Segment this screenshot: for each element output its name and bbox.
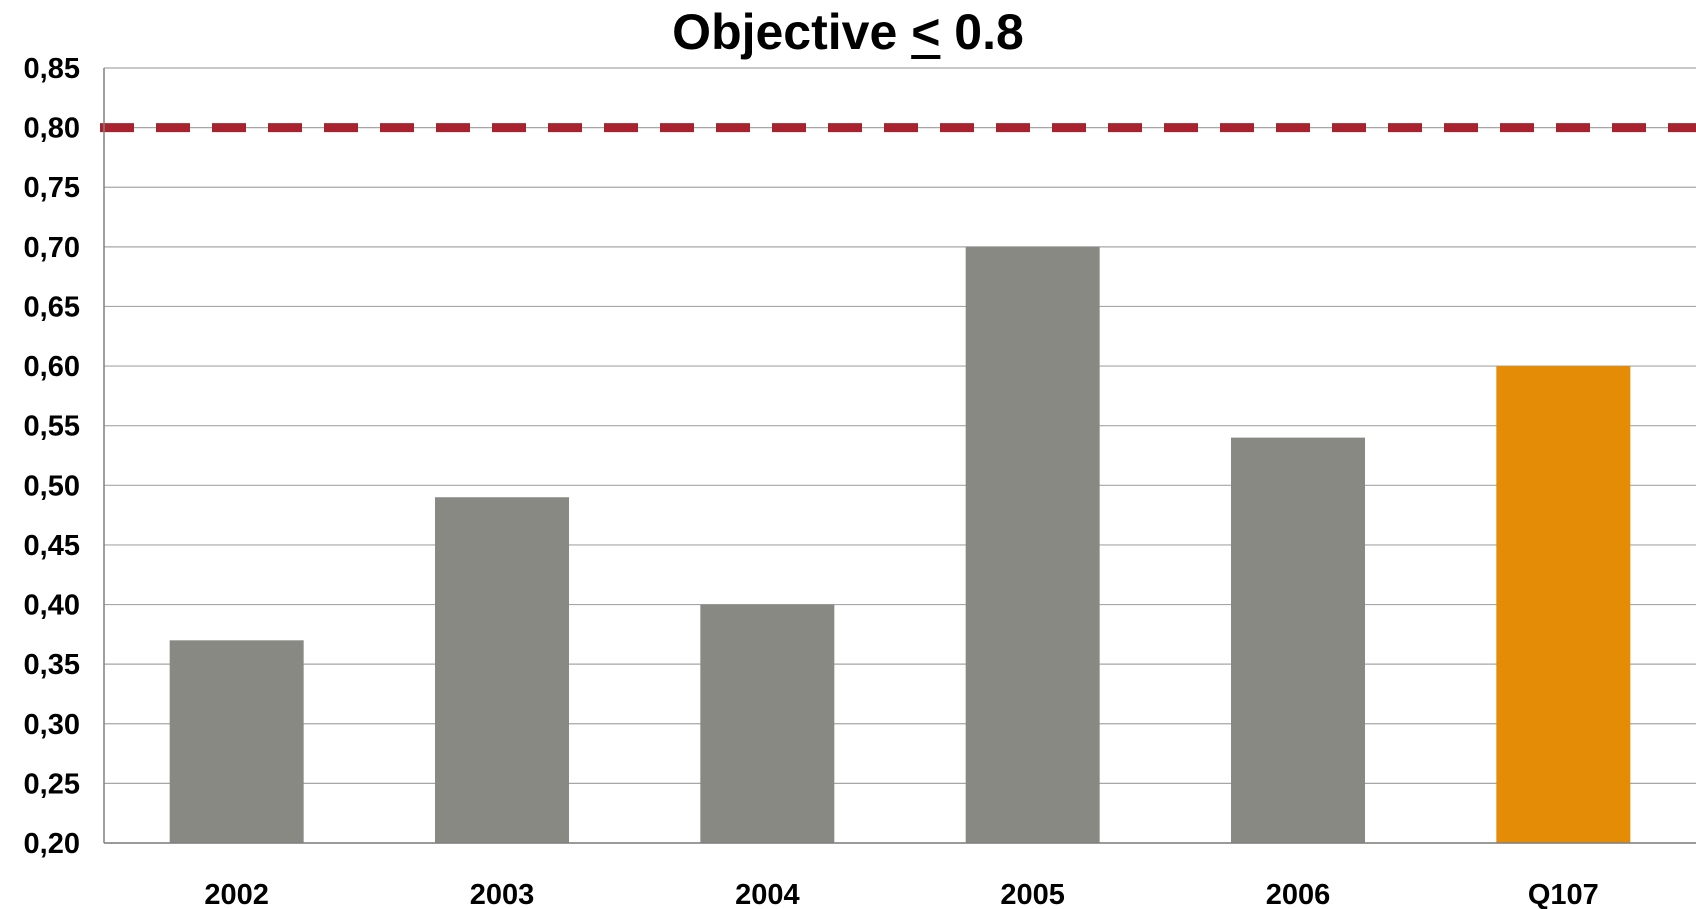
chart-title-value: 0.8 [954,4,1024,60]
y-tick-label: 0,55 [24,411,80,443]
chart-title: Objective < 0.8 [0,2,1696,62]
y-tick-label: 0,20 [24,828,80,860]
y-tick-label: 0,65 [24,291,80,323]
x-tick-label: Q107 [1528,879,1599,909]
bars [169,246,1631,843]
y-tick-label: 0,45 [24,530,80,562]
y-tick-label: 0,60 [24,351,80,383]
x-tick-label: 2006 [1266,879,1331,909]
x-tick-label: 2005 [1000,879,1065,909]
x-tick-label: 2002 [204,879,269,909]
x-tick-labels: 2002 2003 2004 2005 2006 Q107 [204,879,1598,909]
y-tick-labels: 0,20 0,25 0,30 0,35 0,40 0,45 0,50 0,55 0,60 0,65… [24,53,80,860]
bar-2002 [169,640,304,843]
chart-title-operator: < [911,4,941,60]
bar-2006 [1231,437,1365,843]
bar-2003 [435,497,569,843]
y-tick-label: 0,35 [24,649,80,681]
x-tick-label: 2004 [735,879,800,909]
y-tick-label: 0,70 [24,232,80,264]
y-tick-label: 0,30 [24,709,80,741]
y-tick-label: 0,50 [24,470,80,502]
gridlines [104,67,1696,844]
bar-2004 [700,604,835,843]
axes [103,68,1696,844]
y-tick-label: 0,75 [24,172,80,204]
y-tick-label: 0,80 [24,113,80,145]
y-tick-label: 0,25 [24,768,80,800]
y-tick-label: 0,85 [24,53,80,85]
bar-q107 [1496,366,1631,843]
y-tick-label: 0,40 [24,590,80,622]
x-tick-label: 2003 [470,879,535,909]
bar-2005 [965,246,1100,843]
chart-title-prefix: Objective [672,4,898,60]
